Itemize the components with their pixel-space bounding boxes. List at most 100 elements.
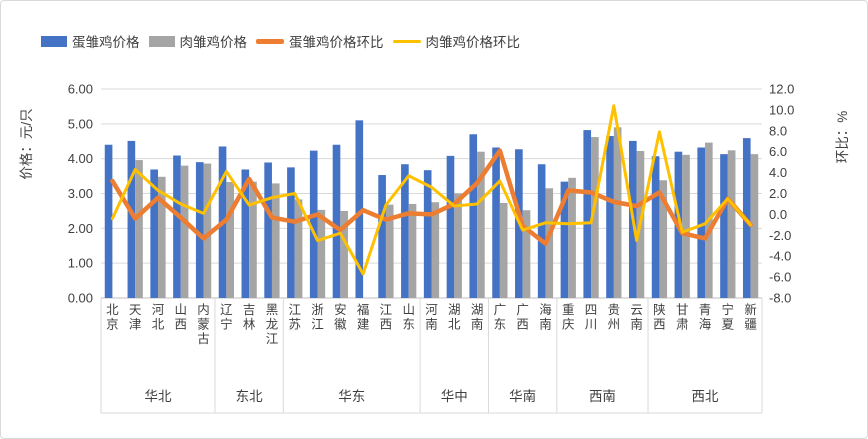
- province-label-江苏: 江苏: [288, 303, 301, 332]
- province-label-四川: 四川: [585, 303, 598, 332]
- province-label-海南: 海南: [539, 302, 552, 332]
- bar-福建: [355, 120, 364, 298]
- bar-山西: [173, 155, 181, 298]
- region-label-华中: 华中: [441, 389, 468, 404]
- province-label-北京: 北京: [106, 303, 119, 332]
- left-tick-label: 6.00: [68, 82, 93, 97]
- bar-江西: [385, 204, 394, 298]
- province-label-甘肃: 甘肃: [676, 303, 689, 332]
- province-label-陕西: 陕西: [653, 302, 666, 332]
- chart-legend: 蛋雏鸡价格 肉雏鸡价格 蛋雏鸡价格环比 肉雏鸡价格环比: [41, 31, 857, 51]
- bar-山西: [180, 165, 189, 298]
- bar-辽宁: [226, 182, 234, 298]
- bar-江西: [378, 175, 386, 298]
- bar-四川: [591, 137, 599, 298]
- bar-天津: [127, 140, 136, 298]
- region-labels: 华北 东北 华东 华中 华南 西南 西北: [144, 389, 719, 404]
- right-tick-label: -6.0: [769, 270, 791, 285]
- bar-山东: [408, 203, 417, 298]
- province-label-浙江: 浙江: [311, 302, 324, 332]
- region-label-西南: 西南: [589, 389, 616, 404]
- province-label-宁夏: 宁夏: [722, 302, 735, 332]
- province-label-河南: 河南: [425, 303, 438, 332]
- province-label-辽宁: 辽宁: [220, 303, 233, 332]
- province-label-青海: 青海: [699, 303, 712, 332]
- province-label-新疆: 新疆: [744, 302, 757, 332]
- bar-广东: [499, 202, 508, 298]
- right-tick-label: 2.0: [769, 186, 787, 201]
- province-label-贵州: 贵州: [608, 303, 621, 332]
- right-tick-label: -2.0: [769, 228, 791, 243]
- right-tick-label: 8.0: [769, 123, 787, 138]
- legend-item-egg-mom: 蛋雏鸡价格环比: [256, 31, 384, 51]
- bar-内蒙古: [195, 162, 204, 298]
- bar-甘肃: [682, 154, 690, 298]
- region-label-华东: 华东: [338, 389, 365, 404]
- region-label-华南: 华南: [509, 389, 536, 404]
- bar-吉林: [249, 181, 257, 298]
- meat-price-bar-swatch-icon: [148, 35, 175, 47]
- bar-重庆: [568, 177, 576, 298]
- province-label-黑龙江: 黑龙江: [266, 303, 279, 346]
- right-tick-label: 12.0: [769, 82, 794, 97]
- meat-mom-line-swatch-icon: [392, 39, 421, 43]
- right-tick-label: 6.0: [769, 144, 787, 159]
- legend-label-meat-mom: 肉雏鸡价格环比: [425, 35, 521, 50]
- bar-宁夏: [720, 154, 728, 298]
- bar-内蒙古: [203, 163, 212, 298]
- bar-四川: [583, 130, 592, 298]
- right-tick-label: -4.0: [769, 249, 791, 264]
- bar-浙江: [309, 150, 318, 298]
- bar-湖南: [469, 134, 478, 298]
- bar-江苏: [294, 199, 303, 298]
- meat-price-bars: [135, 127, 759, 298]
- province-label-山东: 山东: [402, 303, 415, 332]
- province-label-云南: 云南: [630, 303, 643, 332]
- province-label-安徽: 安徽: [334, 302, 347, 332]
- region-label-西北: 西北: [692, 389, 720, 404]
- bar-广东: [492, 147, 500, 298]
- bar-天津: [135, 160, 143, 298]
- bar-河南: [431, 202, 440, 298]
- bar-黑龙江: [271, 183, 280, 298]
- egg-price-bar-swatch-icon: [41, 35, 67, 47]
- legend-label-meat-price: 肉雏鸡价格: [179, 35, 248, 50]
- bar-海南: [545, 188, 554, 298]
- province-label-江西: 江西: [380, 303, 393, 332]
- province-label-内蒙古: 内蒙古: [197, 303, 210, 346]
- legend-label-egg-price: 蛋雏鸡价格: [72, 35, 140, 50]
- bar-新疆: [750, 154, 759, 298]
- category-labels: 北京天津河北山西内蒙古辽宁吉林黑龙江江苏浙江安徽福建江西山东河南湖北湖南广东广西…: [106, 302, 757, 346]
- bar-陕西: [651, 156, 660, 298]
- bar-河南: [423, 170, 432, 298]
- province-label-河北: 河北: [152, 303, 165, 332]
- province-label-广东: 广东: [494, 303, 507, 332]
- bar-湖北: [446, 155, 455, 298]
- bar-重庆: [560, 181, 569, 298]
- province-label-山西: 山西: [175, 303, 188, 332]
- bar-广西: [522, 210, 531, 298]
- right-tick-label: 4.0: [769, 165, 787, 180]
- bar-安徽: [340, 210, 348, 298]
- bar-贵州: [606, 136, 614, 298]
- right-axis-title: 环比：%: [835, 111, 850, 164]
- right-tick-label: -8.0: [769, 291, 791, 306]
- right-tick-label: 0.0: [769, 207, 787, 222]
- left-axis-title: 价格：元/只: [19, 108, 34, 179]
- bar-北京: [104, 144, 113, 298]
- bar-湖北: [454, 193, 462, 298]
- egg-price-bars: [104, 120, 751, 298]
- bar-山东: [401, 164, 409, 298]
- bar-河北: [150, 169, 158, 298]
- bar-贵州: [613, 127, 622, 298]
- region-label-东北: 东北: [236, 389, 263, 404]
- legend-item-meat-mom: 肉雏鸡价格环比: [392, 31, 521, 51]
- right-tick-label: 10.0: [769, 102, 794, 117]
- right-axis-ticks: -8.0 -6.0 -4.0 -2.0 0.0 2.0 4.0 6.0 8.0 10.0 12.0 环…: [769, 82, 850, 306]
- meat-mom-line: [110, 104, 753, 276]
- left-tick-label: 0.00: [68, 291, 93, 306]
- left-tick-label: 5.00: [68, 116, 93, 131]
- bar-浙江: [317, 209, 326, 298]
